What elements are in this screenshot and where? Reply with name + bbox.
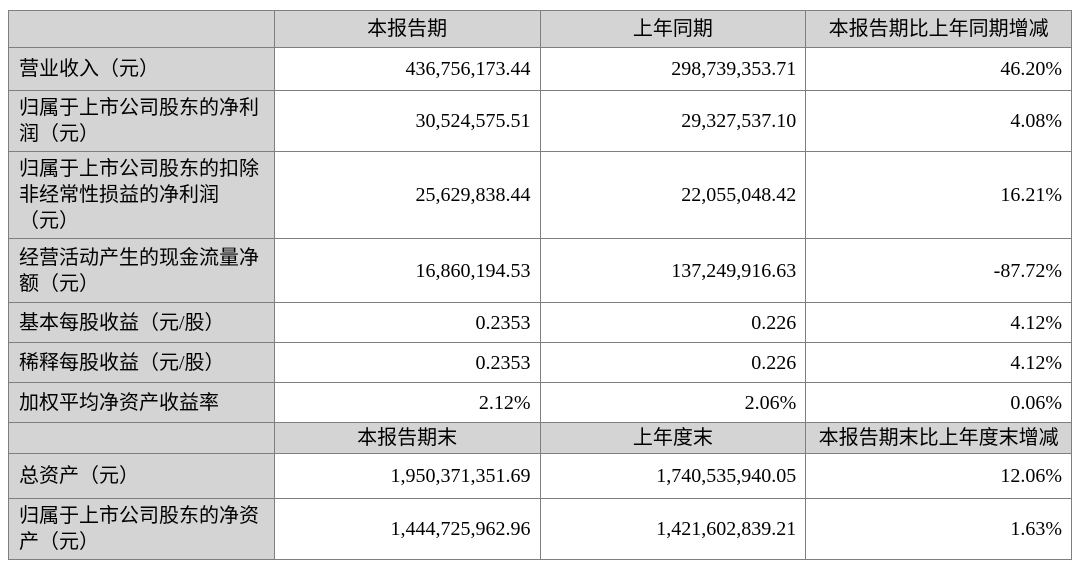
period-header-empty-cell bbox=[8, 10, 275, 48]
yoy-change-value: 0.06% bbox=[805, 382, 1072, 423]
balance-header-current: 本报告期末 bbox=[273, 422, 541, 454]
current-period-value: 30,524,575.51 bbox=[273, 90, 541, 152]
balance-header-change: 本报告期末比上年度末增减 bbox=[805, 422, 1072, 454]
yoy-change-value: 46.20% bbox=[805, 47, 1072, 91]
prior-period-value: 0.226 bbox=[539, 302, 807, 343]
financial-summary-table: 本报告期 上年同期 本报告期比上年同期增减 营业收入（元） 436,756,17… bbox=[8, 10, 1072, 560]
current-period-value: 0.2353 bbox=[273, 302, 541, 343]
yoy-change-value: 4.12% bbox=[805, 302, 1072, 343]
metric-label: 归属于上市公司股东的净资产（元） bbox=[8, 498, 275, 560]
prior-year-end-value: 1,740,535,940.05 bbox=[539, 453, 807, 499]
table-row-net-assets: 归属于上市公司股东的净资产（元） 1,444,725,962.96 1,421,… bbox=[8, 498, 1072, 560]
prior-period-value: 2.06% bbox=[539, 382, 807, 423]
prior-period-value: 137,249,916.63 bbox=[539, 238, 807, 303]
table-row-total-assets: 总资产（元） 1,950,371,351.69 1,740,535,940.05… bbox=[8, 453, 1072, 499]
yoy-change-value: 4.08% bbox=[805, 90, 1072, 152]
balance-header-row: 本报告期末 上年度末 本报告期末比上年度末增减 bbox=[8, 422, 1072, 454]
metric-label: 加权平均净资产收益率 bbox=[8, 382, 275, 423]
metric-label: 经营活动产生的现金流量净额（元） bbox=[8, 238, 275, 303]
current-period-value: 16,860,194.53 bbox=[273, 238, 541, 303]
current-period-value: 436,756,173.44 bbox=[273, 47, 541, 91]
table-row-diluted-eps: 稀释每股收益（元/股） 0.2353 0.226 4.12% bbox=[8, 342, 1072, 383]
yoy-change-value: -87.72% bbox=[805, 238, 1072, 303]
metric-label: 归属于上市公司股东的扣除非经常性损益的净利润（元） bbox=[8, 151, 275, 239]
prior-period-value: 29,327,537.10 bbox=[539, 90, 807, 152]
current-period-value: 0.2353 bbox=[273, 342, 541, 383]
period-header-prior: 上年同期 bbox=[539, 10, 807, 48]
prior-period-value: 0.226 bbox=[539, 342, 807, 383]
current-period-value: 25,629,838.44 bbox=[273, 151, 541, 239]
table-row-basic-eps: 基本每股收益（元/股） 0.2353 0.226 4.12% bbox=[8, 302, 1072, 343]
current-period-end-value: 1,444,725,962.96 bbox=[273, 498, 541, 560]
yoy-change-value: 16.21% bbox=[805, 151, 1072, 239]
period-header-change: 本报告期比上年同期增减 bbox=[805, 10, 1072, 48]
period-end-change-value: 1.63% bbox=[805, 498, 1072, 560]
period-header-row: 本报告期 上年同期 本报告期比上年同期增减 bbox=[8, 10, 1072, 48]
metric-label: 归属于上市公司股东的净利润（元） bbox=[8, 90, 275, 152]
table-row-net-profit-excl-nonrecurring: 归属于上市公司股东的扣除非经常性损益的净利润（元） 25,629,838.44 … bbox=[8, 151, 1072, 239]
metric-label: 营业收入（元） bbox=[8, 47, 275, 91]
table-row-net-profit: 归属于上市公司股东的净利润（元） 30,524,575.51 29,327,53… bbox=[8, 90, 1072, 152]
balance-header-prior: 上年度末 bbox=[539, 422, 807, 454]
yoy-change-value: 4.12% bbox=[805, 342, 1072, 383]
metric-label: 稀释每股收益（元/股） bbox=[8, 342, 275, 383]
period-end-change-value: 12.06% bbox=[805, 453, 1072, 499]
balance-header-empty-cell bbox=[8, 422, 275, 454]
current-period-end-value: 1,950,371,351.69 bbox=[273, 453, 541, 499]
table-row-operating-cash-flow: 经营活动产生的现金流量净额（元） 16,860,194.53 137,249,9… bbox=[8, 238, 1072, 303]
metric-label: 基本每股收益（元/股） bbox=[8, 302, 275, 343]
current-period-value: 2.12% bbox=[273, 382, 541, 423]
table-row-operating-revenue: 营业收入（元） 436,756,173.44 298,739,353.71 46… bbox=[8, 47, 1072, 91]
period-header-current: 本报告期 bbox=[273, 10, 541, 48]
metric-label: 总资产（元） bbox=[8, 453, 275, 499]
prior-period-value: 298,739,353.71 bbox=[539, 47, 807, 91]
prior-year-end-value: 1,421,602,839.21 bbox=[539, 498, 807, 560]
table-row-weighted-avg-roe: 加权平均净资产收益率 2.12% 2.06% 0.06% bbox=[8, 382, 1072, 423]
prior-period-value: 22,055,048.42 bbox=[539, 151, 807, 239]
